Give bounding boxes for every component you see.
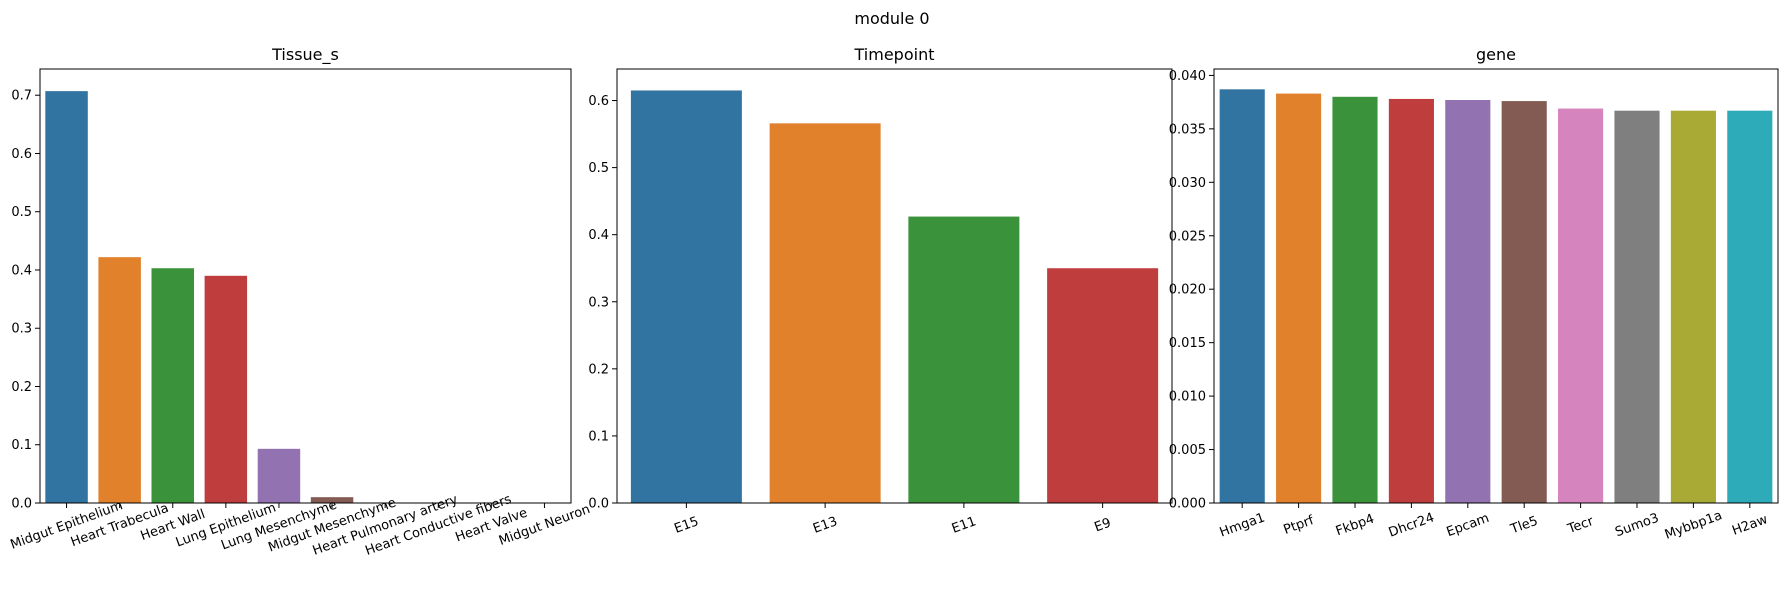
axes-frame <box>616 68 1173 504</box>
y-tick-label: 0.7 <box>11 89 32 104</box>
y-tick-label: 0.6 <box>588 94 609 109</box>
y-tick-label: 0.005 <box>1169 443 1206 458</box>
y-tick-label: 0.020 <box>1169 283 1206 298</box>
y-tick-label: 0.0 <box>588 497 609 512</box>
y-tick-label: 0.5 <box>588 161 609 176</box>
bar-ptprf <box>1276 93 1322 503</box>
y-tick-label: 0.1 <box>11 438 32 453</box>
x-tick-label: E9 <box>1092 516 1113 536</box>
y-tick-label: 0.3 <box>588 295 609 310</box>
bar-e13 <box>769 123 881 503</box>
y-tick-label: 0.025 <box>1169 229 1206 244</box>
y-tick-label: 0.015 <box>1169 336 1206 351</box>
y-tick-label: 0.035 <box>1169 122 1206 137</box>
bar-hmga1 <box>1219 89 1265 503</box>
chart-title: Timepoint <box>854 45 935 64</box>
axes-frame <box>1213 68 1779 504</box>
bar-dhcr24 <box>1388 98 1434 504</box>
bar-lung-mesenchyme <box>257 448 301 503</box>
y-tick-label: 0.010 <box>1169 390 1206 405</box>
bar-e11 <box>908 216 1020 503</box>
y-tick-label: 0.0 <box>11 497 32 512</box>
bar-mybbp1a <box>1670 110 1716 504</box>
y-tick-label: 0.3 <box>11 322 32 337</box>
bar-tecr <box>1558 108 1604 503</box>
y-tick-label: 0.030 <box>1169 176 1206 191</box>
bar-lung-epithelium <box>204 275 248 503</box>
y-tick-label: 0.2 <box>11 380 32 395</box>
chart-title: gene <box>1476 45 1516 64</box>
y-tick-label: 0.2 <box>588 362 609 377</box>
y-tick-label: 0.040 <box>1169 69 1206 84</box>
bar-heart-wall <box>151 268 194 503</box>
bar-e15 <box>630 90 742 504</box>
bar-h2aw <box>1727 110 1773 504</box>
figure-suptitle: module 0 <box>854 9 929 28</box>
bar-epcam <box>1445 100 1491 503</box>
axes-frame <box>39 68 572 504</box>
y-tick-label: 0.4 <box>588 228 609 243</box>
y-tick-label: 0.1 <box>588 429 609 444</box>
bar-sumo3 <box>1614 110 1660 504</box>
bar-e9 <box>1047 268 1159 503</box>
bar-midgut-mesenchyme <box>310 497 354 503</box>
bar-fkbp4 <box>1332 96 1378 504</box>
bar-midgut-epithelium <box>45 91 88 504</box>
y-tick-label: 0.6 <box>11 147 32 162</box>
y-tick-label: 0.000 <box>1169 497 1206 512</box>
y-tick-label: 0.4 <box>11 263 32 278</box>
y-tick-label: 0.5 <box>11 205 32 220</box>
chart-panel-3: gene 0.000 0.005 0.010 0.015 0.020 0.025 0.030 0… <box>1169 45 1779 543</box>
chart-title: Tissue_s <box>271 45 339 65</box>
bar-tle5 <box>1501 101 1547 503</box>
bar-heart-trabecula <box>98 257 141 503</box>
